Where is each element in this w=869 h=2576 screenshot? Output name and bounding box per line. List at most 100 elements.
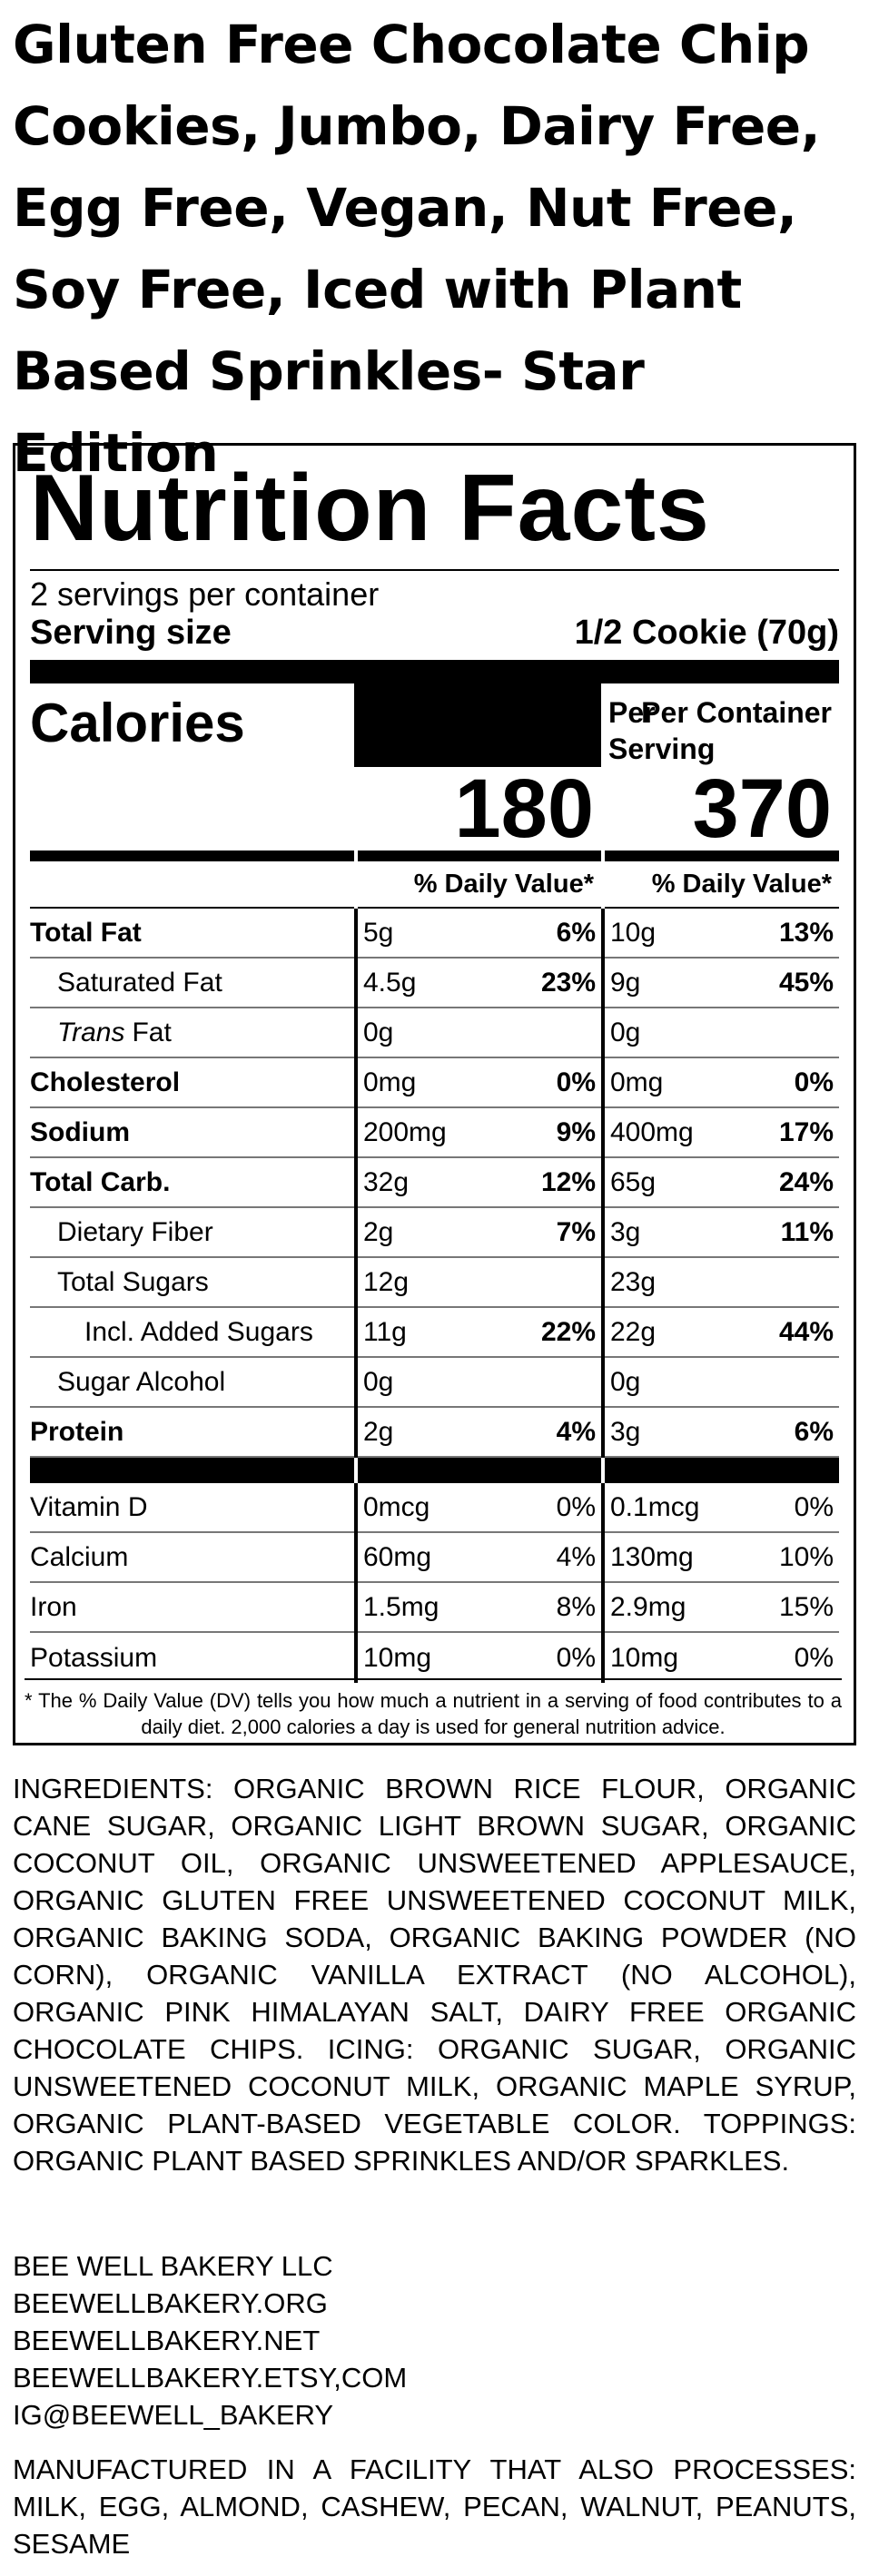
nutrient-value: 0g bbox=[605, 1008, 839, 1058]
serving-size: Serving size 1/2 Cookie (70g) bbox=[30, 613, 839, 653]
divider bbox=[601, 1533, 605, 1583]
thick-rule bbox=[30, 660, 839, 683]
nutrient-value: 0g bbox=[605, 1358, 839, 1408]
daily-value: 0% bbox=[794, 1491, 834, 1522]
amount: 5g bbox=[363, 917, 394, 948]
divider bbox=[354, 1108, 358, 1158]
daily-value: 12% bbox=[540, 1166, 596, 1197]
thick-rule bbox=[30, 1458, 839, 1483]
nutrient-name-text: Sodium bbox=[30, 1116, 130, 1147]
divider bbox=[354, 1208, 358, 1258]
daily-value: 8% bbox=[556, 1591, 596, 1622]
rule bbox=[30, 850, 354, 861]
nutrient-value: 0mcg 0% bbox=[358, 1483, 601, 1533]
nutrient-row: Sodium 200mg 9% 400mg 17% bbox=[30, 1108, 839, 1158]
thick-rule bbox=[358, 1458, 601, 1483]
calories-value: 180 bbox=[454, 762, 595, 855]
divider bbox=[354, 1158, 358, 1208]
nutrient-name-text: Protein bbox=[30, 1416, 124, 1447]
contact-line: BEEWELLBAKERY.NET bbox=[13, 2325, 321, 2356]
amount: 2g bbox=[363, 1216, 394, 1247]
daily-value: 0% bbox=[794, 1642, 834, 1673]
daily-value: 6% bbox=[556, 917, 596, 948]
nutrient-value: 200mg 9% bbox=[358, 1108, 601, 1158]
nutrient-row: Protein 2g 4% 3g 6% bbox=[30, 1408, 839, 1458]
daily-value: 4% bbox=[556, 1541, 596, 1572]
nutrient-value: 3g 11% bbox=[605, 1208, 839, 1258]
amount: 0g bbox=[363, 1366, 394, 1397]
divider bbox=[354, 1483, 358, 1533]
nutrient-name-text: Vitamin D bbox=[30, 1491, 148, 1522]
amount: 1.5mg bbox=[363, 1591, 439, 1622]
divider bbox=[354, 1008, 358, 1058]
divider bbox=[354, 1308, 358, 1358]
amount: 0.1mcg bbox=[610, 1491, 700, 1522]
product-title: Gluten Free Chocolate Chip Cookies, Jumb… bbox=[13, 14, 821, 484]
nutrient-value: 4.5g 23% bbox=[358, 959, 601, 1008]
nutrient-name-text: Dietary Fiber bbox=[57, 1216, 213, 1247]
amount: 10mg bbox=[610, 1642, 679, 1673]
nutrient-value: 2g 7% bbox=[358, 1208, 601, 1258]
nutrient-row: Vitamin D 0mcg 0% 0.1mcg 0% bbox=[30, 1483, 839, 1533]
divider bbox=[601, 1633, 605, 1683]
nutrient-value: 0g bbox=[358, 1358, 601, 1408]
thick-rule bbox=[30, 1458, 354, 1483]
rule bbox=[605, 850, 839, 861]
dv-header: % Daily Value* bbox=[605, 861, 839, 909]
thick-rule bbox=[605, 1458, 839, 1483]
divider bbox=[601, 1058, 605, 1108]
amount: 11g bbox=[363, 1316, 407, 1347]
nutrient-name: Total Sugars bbox=[30, 1258, 354, 1308]
nutrient-value: 9g 45% bbox=[605, 959, 839, 1008]
daily-value: 13% bbox=[778, 917, 834, 948]
divider bbox=[601, 1108, 605, 1158]
daily-value: 24% bbox=[778, 1166, 834, 1197]
nutrient-name: Sodium bbox=[30, 1108, 354, 1158]
divider bbox=[354, 1258, 358, 1308]
contact: BEE WELL BAKERY LLC BEEWELLBAKERY.ORG BEEW… bbox=[13, 2247, 407, 2433]
contact-line: IG@BEEWELL_BAKERY bbox=[13, 2399, 334, 2431]
nutrient-name: Iron bbox=[30, 1583, 354, 1633]
amount: 9g bbox=[610, 967, 641, 998]
nutrition-label: Nutrition Facts 2 servings per container… bbox=[13, 443, 856, 1745]
nutrient-rows: Total Fat 5g 6% 10g 13% Saturated Fat 4.5g 23% 9… bbox=[30, 909, 839, 1683]
divider bbox=[601, 1308, 605, 1358]
amount: 0g bbox=[610, 1366, 641, 1397]
daily-value: 23% bbox=[540, 967, 596, 998]
nutrient-value: 12g bbox=[358, 1258, 601, 1308]
nutrition-heading: Nutrition Facts bbox=[30, 449, 839, 571]
amount: 400mg bbox=[610, 1116, 694, 1147]
nutrient-row: Trans Fat 0g 0g bbox=[30, 1008, 839, 1058]
nutrient-name: Protein bbox=[30, 1408, 354, 1458]
amount: 60mg bbox=[363, 1541, 432, 1572]
nutrient-value: 130mg 10% bbox=[605, 1533, 839, 1583]
nutrient-value: 1.5mg 8% bbox=[358, 1583, 601, 1633]
servings: 2 servings per container bbox=[30, 575, 380, 613]
nutrient-name: Trans Fat bbox=[30, 1008, 354, 1058]
daily-value: 0% bbox=[794, 1067, 834, 1097]
nutrient-value: 23g bbox=[605, 1258, 839, 1308]
amount: 0mg bbox=[363, 1067, 417, 1097]
amount: 2g bbox=[363, 1416, 394, 1447]
amount: 3g bbox=[610, 1416, 641, 1447]
daily-value: 22% bbox=[540, 1316, 596, 1347]
nutrition-inner: Nutrition Facts 2 servings per container… bbox=[30, 446, 839, 1683]
nutrient-name-text: Saturated Fat bbox=[57, 967, 222, 998]
divider bbox=[601, 1158, 605, 1208]
divider bbox=[354, 1583, 358, 1633]
amount: 4.5g bbox=[363, 967, 417, 998]
amount: 0mg bbox=[610, 1067, 664, 1097]
divider bbox=[601, 1583, 605, 1633]
nutrient-value: 0mg 0% bbox=[358, 1058, 601, 1108]
divider bbox=[354, 1458, 358, 1483]
nutrient-name-text: Fat bbox=[132, 1017, 172, 1047]
divider bbox=[601, 1258, 605, 1308]
amount: 12g bbox=[363, 1266, 410, 1297]
nutrient-row: Dietary Fiber 2g 7% 3g 11% bbox=[30, 1208, 839, 1258]
footnote: * The % Daily Value (DV) tells you how m… bbox=[25, 1678, 842, 1740]
divider bbox=[354, 683, 358, 767]
divider bbox=[601, 959, 605, 1008]
nutrient-name: Dietary Fiber bbox=[30, 1208, 354, 1258]
nutrient-name-text: Total Carb. bbox=[30, 1166, 171, 1197]
